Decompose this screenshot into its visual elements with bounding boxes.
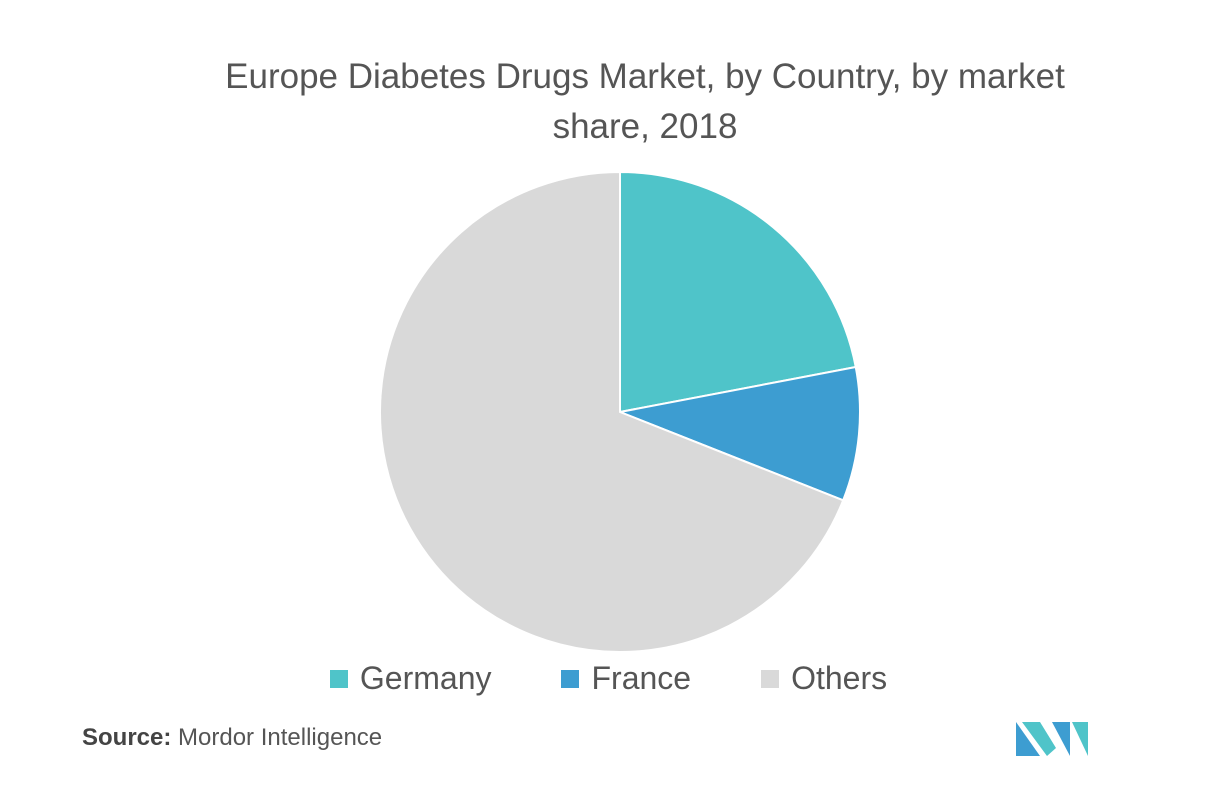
chart-title: Europe Diabetes Drugs Market, by Country… (225, 57, 1065, 146)
legend-swatch (329, 669, 348, 688)
legend-swatch (561, 669, 580, 688)
pie-slice (616, 365, 861, 502)
legend-label: Germany (359, 660, 492, 696)
legend-swatch (761, 669, 780, 688)
source-label: Source: (82, 724, 172, 751)
logo (1016, 722, 1088, 756)
source: Source: Mordor Intelligence (82, 724, 382, 752)
pie-slice (379, 170, 845, 653)
legend-item: France (561, 660, 691, 697)
legend-label: France (591, 660, 692, 696)
pie-slice (619, 170, 857, 414)
legend-item: Others (761, 660, 887, 697)
source-text: Mordor Intelligence (178, 724, 383, 751)
legend-label: Others (791, 660, 888, 696)
legend-item: Germany (329, 660, 492, 697)
legend: Germany France Others (0, 660, 1217, 697)
